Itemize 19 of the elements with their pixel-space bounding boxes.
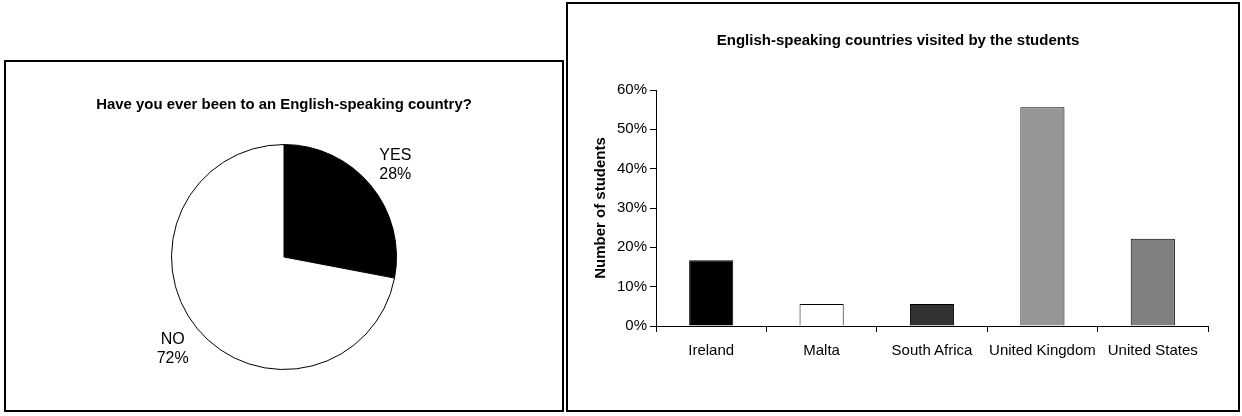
y-tick-label: 10% xyxy=(616,276,648,294)
slice-label: YES xyxy=(379,145,412,163)
data-label: 28% xyxy=(379,164,412,182)
y-tick-label: 50% xyxy=(616,119,648,137)
x-tick-label: South Africa xyxy=(891,341,974,359)
y-tick-label: 40% xyxy=(616,158,648,176)
x-tick-label: United Kingdom xyxy=(989,341,1096,359)
x-tick-label: Ireland xyxy=(688,341,735,359)
chart-title: English-speaking countries visited by the students xyxy=(716,31,1080,49)
slice-label: NO xyxy=(160,330,185,348)
y-tick-label: 20% xyxy=(616,237,648,255)
y-tick-label: 0% xyxy=(625,316,648,334)
y-tick-label: 60% xyxy=(616,80,648,98)
y-axis-title: Number of students xyxy=(591,137,609,279)
x-tick-label: United States xyxy=(1107,341,1198,359)
chart-title: Have you ever been to an English-speaking country? xyxy=(96,95,472,113)
data-label: 72% xyxy=(156,349,189,367)
y-tick-label: 30% xyxy=(616,198,648,216)
x-tick-label: Malta xyxy=(803,341,841,359)
